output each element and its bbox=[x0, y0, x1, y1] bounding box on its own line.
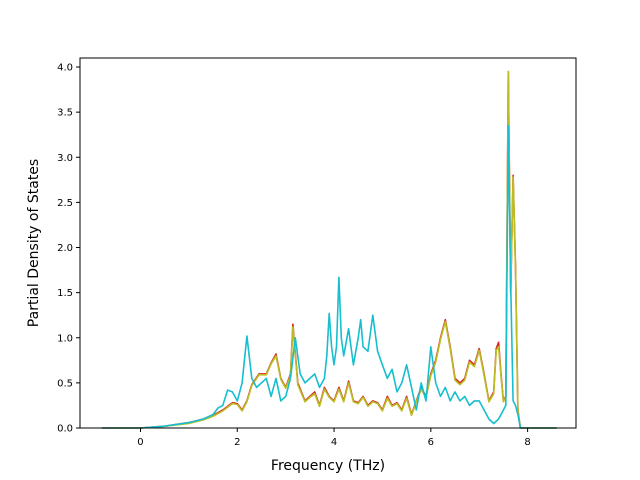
series-line-2 bbox=[101, 70, 557, 429]
x-tick-label: 6 bbox=[428, 437, 434, 448]
x-tick-label: 2 bbox=[234, 437, 240, 448]
plot-frame bbox=[79, 57, 577, 429]
x-tick-label: 0 bbox=[137, 437, 143, 448]
y-tick-label: 2.5 bbox=[57, 198, 73, 209]
y-axis-ticks: 0.0 0.5 1.0 1.5 2.0 2.5 3.0 3.5 4.0 bbox=[57, 63, 80, 435]
x-tick-label: 8 bbox=[524, 437, 530, 448]
y-tick-label: 1.5 bbox=[57, 288, 73, 299]
series-layer bbox=[101, 70, 557, 429]
y-axis-label: Partial Density of States bbox=[26, 159, 42, 327]
y-tick-label: 4.0 bbox=[57, 63, 73, 74]
y-tick-label: 1.0 bbox=[57, 333, 73, 344]
plot-area bbox=[80, 58, 576, 428]
x-axis-label: Frequency (THz) bbox=[271, 458, 385, 474]
x-axis-ticks: 0 2 4 6 8 bbox=[137, 428, 531, 448]
y-tick-label: 0.5 bbox=[57, 378, 73, 389]
y-tick-label: 2.0 bbox=[57, 243, 73, 254]
series-line-3 bbox=[101, 124, 557, 429]
y-tick-label: 0.0 bbox=[57, 424, 73, 435]
y-tick-label: 3.0 bbox=[57, 153, 73, 164]
x-tick-label: 4 bbox=[331, 437, 337, 448]
y-tick-label: 3.5 bbox=[57, 108, 73, 119]
